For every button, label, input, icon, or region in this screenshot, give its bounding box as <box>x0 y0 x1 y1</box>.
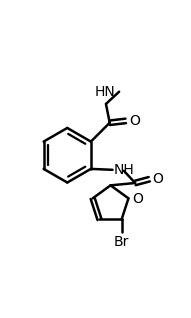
Text: O: O <box>133 192 143 206</box>
Text: O: O <box>129 114 140 128</box>
Text: Br: Br <box>114 235 129 249</box>
Text: NH: NH <box>113 163 134 177</box>
Text: O: O <box>153 172 163 186</box>
Text: HN: HN <box>95 85 115 99</box>
